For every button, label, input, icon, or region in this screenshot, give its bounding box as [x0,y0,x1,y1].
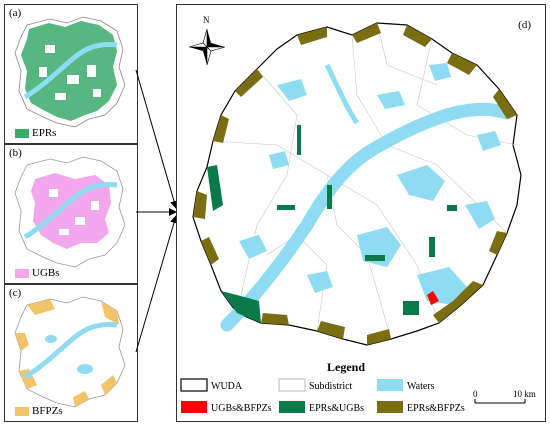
panel-b-map [14,156,126,268]
panel-c-map [14,296,126,408]
main-river [220,102,514,332]
panel-a-river [23,42,118,100]
lakes [239,63,501,305]
legend-title: Legend [327,360,365,374]
scale-bar-end: 10 km [513,389,536,399]
legend-subdistrict-label: Subdistrict [309,381,353,392]
legend-epr-ugb-swatch [279,401,305,413]
legend-epr-bfpz-label: EPRs&BFPZs [407,403,465,414]
legend-epr-bfpz-swatch [377,401,403,413]
panel-a-map [14,16,126,128]
legend-waters-swatch [377,379,403,391]
panel-d-label: (d) [518,19,531,31]
panel-b-legend-label: UGBs [32,267,60,279]
panel-b: (b) UGBs [4,144,138,284]
epr-swatch [15,128,29,138]
legend-items: WUDA Subdistrict Waters UGBs&BFPZs EPRs&… [180,378,465,414]
legend-ugb-bfpz-swatch [181,401,207,413]
compass [188,28,226,66]
bfpz-swatch [15,406,29,416]
panel-d-map: N [180,15,536,414]
legend-waters-label: Waters [407,381,435,392]
arrow-a [135,69,178,209]
ugb-swatch [15,268,29,278]
panel-a-legend-label: EPRs [32,127,57,139]
legend-ugb-bfpz-label: UGBs&BFPZs [211,403,272,414]
panel-b-legend: UGBs [15,267,60,279]
panel-b-label: (b) [9,147,22,159]
scale-bar-start: 0 [473,389,478,399]
panel-c-legend-label: BFPZs [32,405,63,417]
panel-a-legend: EPRs [15,127,56,139]
panel-a: (a) EPRs [4,4,138,144]
panel-c-river [23,322,118,380]
arrow-c [135,215,178,353]
legend-subdistrict-swatch [278,378,306,392]
panel-d: (d) N [176,4,546,422]
panel-a-label: (a) [9,7,22,19]
legend-wuda-swatch [180,378,208,392]
panel-c-label: (c) [9,287,22,299]
ugb-bfpz-zones [427,291,439,305]
tributary [324,63,360,125]
panel-c-legend: BFPZs [15,405,63,417]
panel-c: (c) BFPZs [4,284,138,422]
legend-wuda-label: WUDA [211,381,243,392]
panel-b-river [23,182,118,240]
epr-ugb-zones [207,125,457,323]
legend-epr-ugb-label: EPRs&UGBs [309,403,364,414]
epr-bfpz-zones [193,23,517,345]
compass-north-label: N [203,15,210,25]
scale-bar: 0 10 km [473,389,536,404]
